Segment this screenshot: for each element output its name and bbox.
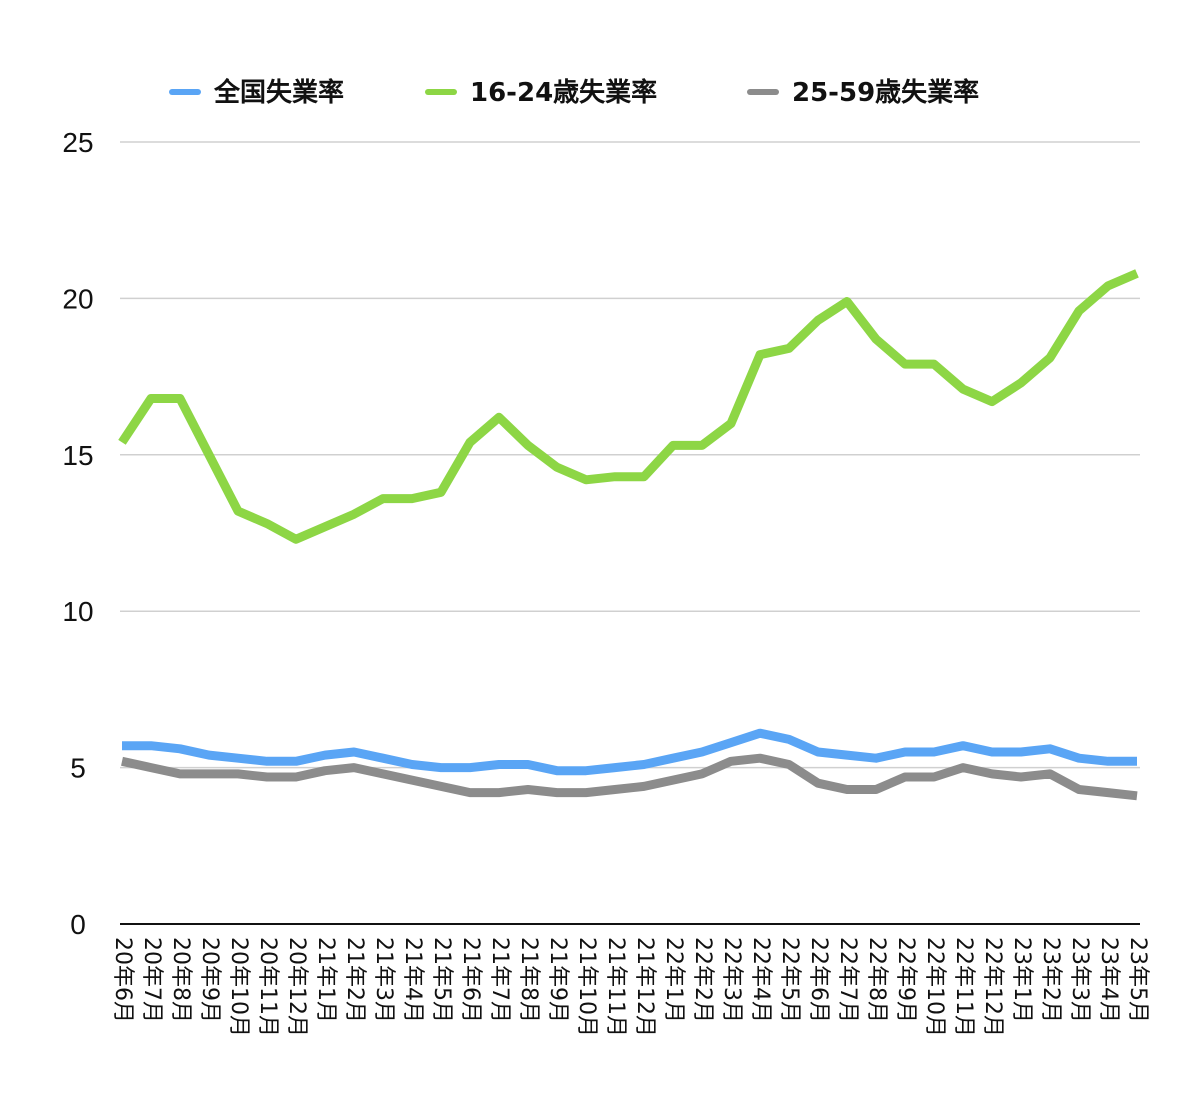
x-tick-label: 22年8月 — [864, 937, 889, 1023]
legend: 全国失業率 16-24歳失業率 25-59歳失業率 — [169, 77, 979, 108]
x-tick-label: 23年1月 — [1009, 937, 1034, 1023]
x-tick-label: 20年7月 — [139, 937, 164, 1023]
x-tick-label: 23年3月 — [1067, 937, 1092, 1023]
y-axis-ticks: 0 5 10 15 20 25 — [62, 127, 93, 940]
y-tick-label: 5 — [70, 753, 86, 784]
x-tick-label: 22年9月 — [893, 937, 918, 1023]
x-tick-label: 23年5月 — [1125, 937, 1150, 1023]
y-tick-label: 25 — [62, 127, 93, 158]
series-line-0 — [122, 728, 1137, 776]
x-axis-ticks: 20年6月 20年7月 20年8月 20年9月 20年10月 20年11月 20年12月 21… — [110, 937, 1150, 1037]
x-tick-label: 22年10月 — [922, 937, 947, 1037]
gridlines — [120, 141, 1140, 769]
x-tick-label: 22年3月 — [719, 937, 744, 1023]
x-tick-label: 22年1月 — [661, 937, 686, 1023]
legend-label: 全国失業率 — [213, 77, 344, 108]
y-tick-label: 20 — [62, 283, 93, 314]
x-tick-label: 21年6月 — [458, 937, 483, 1023]
x-tick-label: 22年4月 — [748, 937, 773, 1023]
legend-label: 16-24歳失業率 — [470, 77, 657, 108]
x-tick-label: 21年4月 — [400, 937, 425, 1023]
series-line-2 — [121, 753, 1138, 801]
x-tick-label: 21年8月 — [516, 937, 541, 1023]
x-tick-label: 21年5月 — [429, 937, 454, 1023]
x-tick-label: 23年2月 — [1038, 937, 1063, 1023]
x-tick-label: 21年2月 — [342, 937, 367, 1023]
x-tick-label: 21年12月 — [632, 937, 657, 1037]
x-tick-label: 21年1月 — [313, 937, 338, 1023]
x-tick-label: 20年12月 — [284, 937, 309, 1037]
x-tick-label: 20年11月 — [255, 937, 280, 1037]
x-tick-label: 22年2月 — [690, 937, 715, 1023]
x-tick-label: 20年9月 — [197, 937, 222, 1023]
y-tick-label: 0 — [70, 909, 86, 940]
x-tick-label: 22年12月 — [980, 937, 1005, 1037]
series-lines — [118, 269, 1139, 801]
x-tick-label: 20年6月 — [110, 937, 135, 1023]
x-tick-label: 20年10月 — [226, 937, 251, 1037]
x-tick-label: 22年6月 — [806, 937, 831, 1023]
x-tick-label: 21年11月 — [603, 937, 628, 1037]
x-tick-label: 20年8月 — [168, 937, 193, 1023]
x-tick-label: 21年9月 — [545, 937, 570, 1023]
y-tick-label: 15 — [62, 440, 93, 471]
x-tick-label: 22年11月 — [951, 937, 976, 1037]
x-tick-label: 22年7月 — [835, 937, 860, 1023]
x-tick-label: 21年3月 — [371, 937, 396, 1023]
x-tick-label: 21年7月 — [487, 937, 512, 1023]
legend-label: 25-59歳失業率 — [792, 77, 979, 108]
y-tick-label: 10 — [62, 596, 93, 627]
x-tick-label: 23年4月 — [1096, 937, 1121, 1023]
x-tick-label: 21年10月 — [574, 937, 599, 1037]
x-tick-label: 22年5月 — [777, 937, 802, 1023]
series-line-1 — [118, 269, 1139, 544]
